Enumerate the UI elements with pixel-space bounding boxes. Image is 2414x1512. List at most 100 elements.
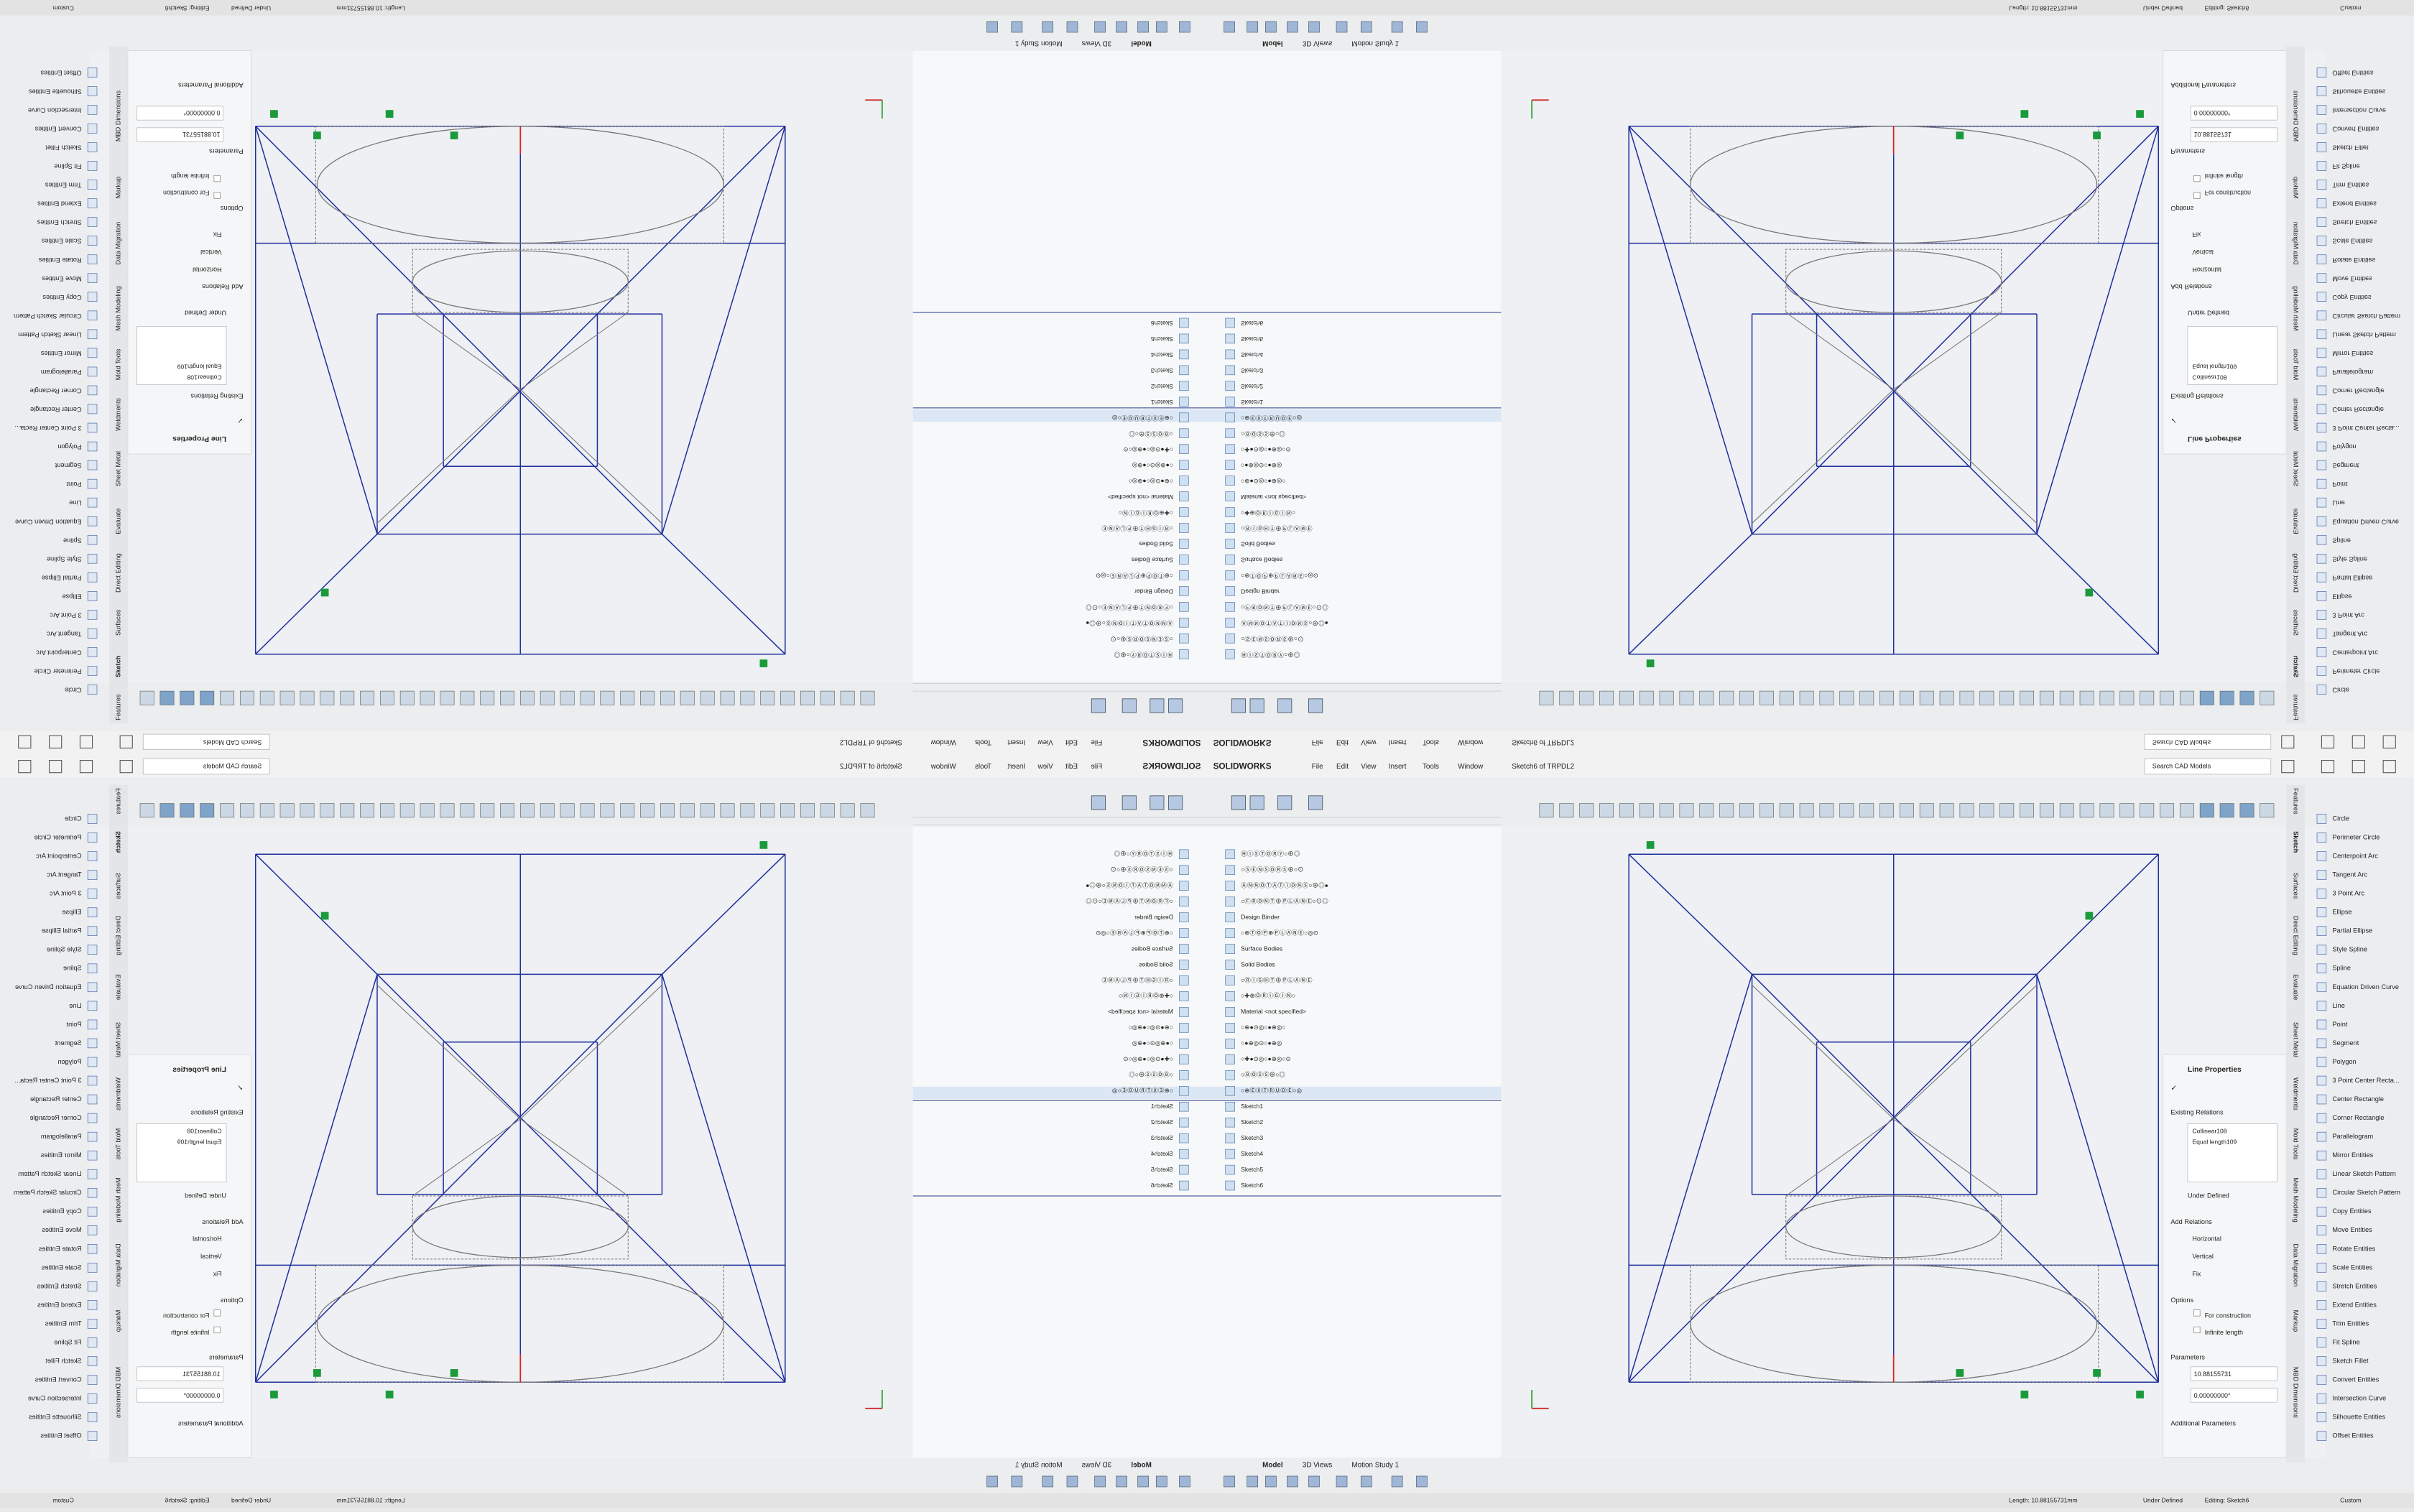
view-tool-button[interactable] [2140, 803, 2155, 818]
menu-item[interactable]: View [1361, 763, 1377, 771]
command-tab[interactable]: Features [2293, 788, 2300, 815]
tree-item[interactable]: ○●⊕◎⊙○●⊕◎ [1241, 1039, 1282, 1047]
command-button[interactable]: Partial Ellipse [42, 927, 82, 934]
command-tab[interactable]: Features [114, 788, 121, 815]
tree-item[interactable]: Solid Bodies [1139, 541, 1173, 548]
view-tool-button[interactable] [2239, 803, 2255, 818]
status-tool[interactable] [1336, 1475, 1348, 1488]
command-button[interactable]: Sketch Fillet [2332, 144, 2369, 152]
view-tool-button[interactable] [180, 690, 195, 705]
command-button[interactable]: Perimeter Circle [34, 668, 82, 675]
view-tool-button[interactable] [580, 803, 595, 818]
command-button[interactable]: Style Spline [47, 555, 82, 562]
status-tool[interactable] [1137, 21, 1149, 33]
command-button[interactable]: Copy Entities [42, 294, 82, 301]
view-tool-button[interactable] [1639, 803, 1654, 818]
menu-item[interactable]: Window [1458, 763, 1484, 771]
view-tool-button[interactable] [379, 690, 394, 705]
command-button[interactable]: Convert Entities [34, 125, 81, 132]
view-tool-button[interactable] [1879, 690, 1895, 705]
command-button[interactable]: Centerpoint Arc [36, 649, 82, 656]
command-button[interactable]: Move Entities [2332, 275, 2372, 282]
view-tool-button[interactable] [300, 690, 315, 705]
command-button[interactable]: Tangent Arc [2332, 871, 2367, 878]
view-tool-button[interactable] [2260, 803, 2275, 818]
view-tool-button[interactable] [1599, 690, 1614, 705]
relation-button[interactable]: Horizontal [193, 266, 221, 274]
tree-item[interactable]: Solid Bodies [1241, 541, 1275, 548]
view-tool-button[interactable] [1979, 690, 1994, 705]
command-tab[interactable]: Mold Tools [2293, 1128, 2300, 1160]
command-button[interactable]: Rotate Entities [2332, 1245, 2375, 1252]
command-button[interactable]: Corner Rectangle [2332, 1114, 2384, 1121]
tree-item[interactable]: ○✚●⊙◎○●⊕◎○⊙ [1123, 446, 1173, 453]
tree-item[interactable]: ○ⓈⒺⓃⓈⓄⓇⓈ⊕○⊙ [1241, 866, 1303, 873]
window-control[interactable] [2351, 735, 2365, 748]
view-tool-button[interactable] [259, 803, 274, 818]
command-tab[interactable]: Mold Tools [2293, 348, 2300, 380]
view-tool-button[interactable] [1679, 690, 1694, 705]
tree-item[interactable]: ○ⓈⒺⓃⓈⓄⓇⓈ⊕○⊙ [1110, 635, 1173, 642]
tree-tab[interactable]: 3D Views [1082, 39, 1111, 47]
command-button[interactable]: Fit Spline [2332, 163, 2359, 170]
tree-item[interactable]: ⒶⓃⓃⓄⓉⒶⓉⒾⓄⓃⓈ○⊕◎● [1241, 881, 1328, 889]
tree-tool-button[interactable] [1150, 795, 1165, 810]
tree-item[interactable]: ⒽⒾⓈⓉⓄⓇⓎ○⊕◎ [1114, 651, 1173, 658]
command-button[interactable]: Extend Entities [37, 200, 82, 208]
command-button[interactable]: Ellipse [2332, 593, 2351, 600]
tree-item[interactable]: ○⊕ⓉⓄⓅ⊕ⓅⓁⒶⓃⒺ○◎⊙ [1241, 929, 1318, 936]
command-button[interactable]: Circular Sketch Pattern [14, 312, 82, 320]
command-tab[interactable]: Sheet Metal [2293, 1022, 2300, 1057]
command-button[interactable]: Linear Sketch Pattern [18, 331, 82, 338]
view-tool-button[interactable] [1579, 803, 1594, 818]
view-tool-button[interactable] [1979, 803, 1994, 818]
tree-item[interactable]: ⒽⒾⓈⓉⓄⓇⓎ○⊕◎ [1241, 651, 1300, 658]
view-tool-button[interactable] [820, 690, 835, 705]
view-tool-button[interactable] [1899, 690, 1914, 705]
view-tool-button[interactable] [1799, 803, 1814, 818]
menu-item[interactable]: Window [930, 763, 956, 771]
tree-item[interactable]: ○ⒷⓄⓈⓈ⊕○◎ [1241, 430, 1285, 437]
view-tool-button[interactable] [420, 803, 435, 818]
view-tool-button[interactable] [1759, 690, 1774, 705]
tree-tab[interactable]: Model [1262, 1462, 1283, 1470]
input-box[interactable] [2190, 1366, 2277, 1381]
view-tool-button[interactable] [640, 803, 655, 818]
status-tool[interactable] [1011, 1475, 1023, 1488]
command-tab[interactable]: Sketch [2293, 655, 2300, 677]
input-box[interactable] [137, 1388, 224, 1403]
view-tool-button[interactable] [139, 690, 154, 705]
tree-item[interactable]: ○ⒻⓇⓄⓃⓉ⊕ⓅⓁⒶⓃⒺ○⊙◎ [1086, 604, 1173, 611]
command-button[interactable]: Ellipse [62, 593, 81, 600]
command-button[interactable]: Silhouette Entities [29, 88, 82, 95]
command-button[interactable]: Fit Spline [2332, 1338, 2359, 1345]
command-button[interactable]: Equation Driven Curve [2332, 518, 2399, 525]
view-tool-button[interactable] [620, 803, 635, 818]
tree-item[interactable]: ○ⓇⒾⒼⒽⓉ⊕ⓅⓁⒶⓃⒺ [1241, 976, 1313, 983]
tree-item[interactable]: Material <not specified> [1241, 493, 1306, 501]
input-box[interactable] [2190, 106, 2277, 121]
view-tool-button[interactable] [500, 803, 515, 818]
view-tool-button[interactable] [159, 803, 175, 818]
status-tool[interactable] [1066, 1475, 1078, 1488]
command-tab[interactable]: Markup [114, 1310, 121, 1332]
command-tab[interactable]: Data Migration [2293, 222, 2300, 265]
view-tool-button[interactable] [320, 690, 335, 705]
command-button[interactable]: Trim Entities [2332, 182, 2369, 189]
command-button[interactable]: Polygon [2332, 443, 2356, 450]
command-button[interactable]: Trim Entities [45, 182, 81, 189]
command-tab[interactable]: Evaluate [2293, 974, 2300, 1000]
ok-button[interactable]: ✓ [237, 416, 244, 425]
command-button[interactable]: Segment [55, 462, 81, 469]
view-tool-button[interactable] [200, 803, 215, 818]
window-control[interactable] [49, 760, 63, 774]
tree-tab[interactable]: Model [1131, 39, 1152, 47]
view-tool-button[interactable] [440, 803, 455, 818]
command-tab[interactable]: Surfaces [2293, 873, 2300, 899]
command-button[interactable]: Offset Entities [2332, 69, 2374, 76]
view-tool-button[interactable] [820, 803, 835, 818]
command-button[interactable]: Polygon [57, 443, 81, 450]
status-tool[interactable] [1287, 21, 1298, 33]
menu-item[interactable]: Edit [1336, 738, 1349, 746]
view-tool-button[interactable] [1679, 803, 1694, 818]
